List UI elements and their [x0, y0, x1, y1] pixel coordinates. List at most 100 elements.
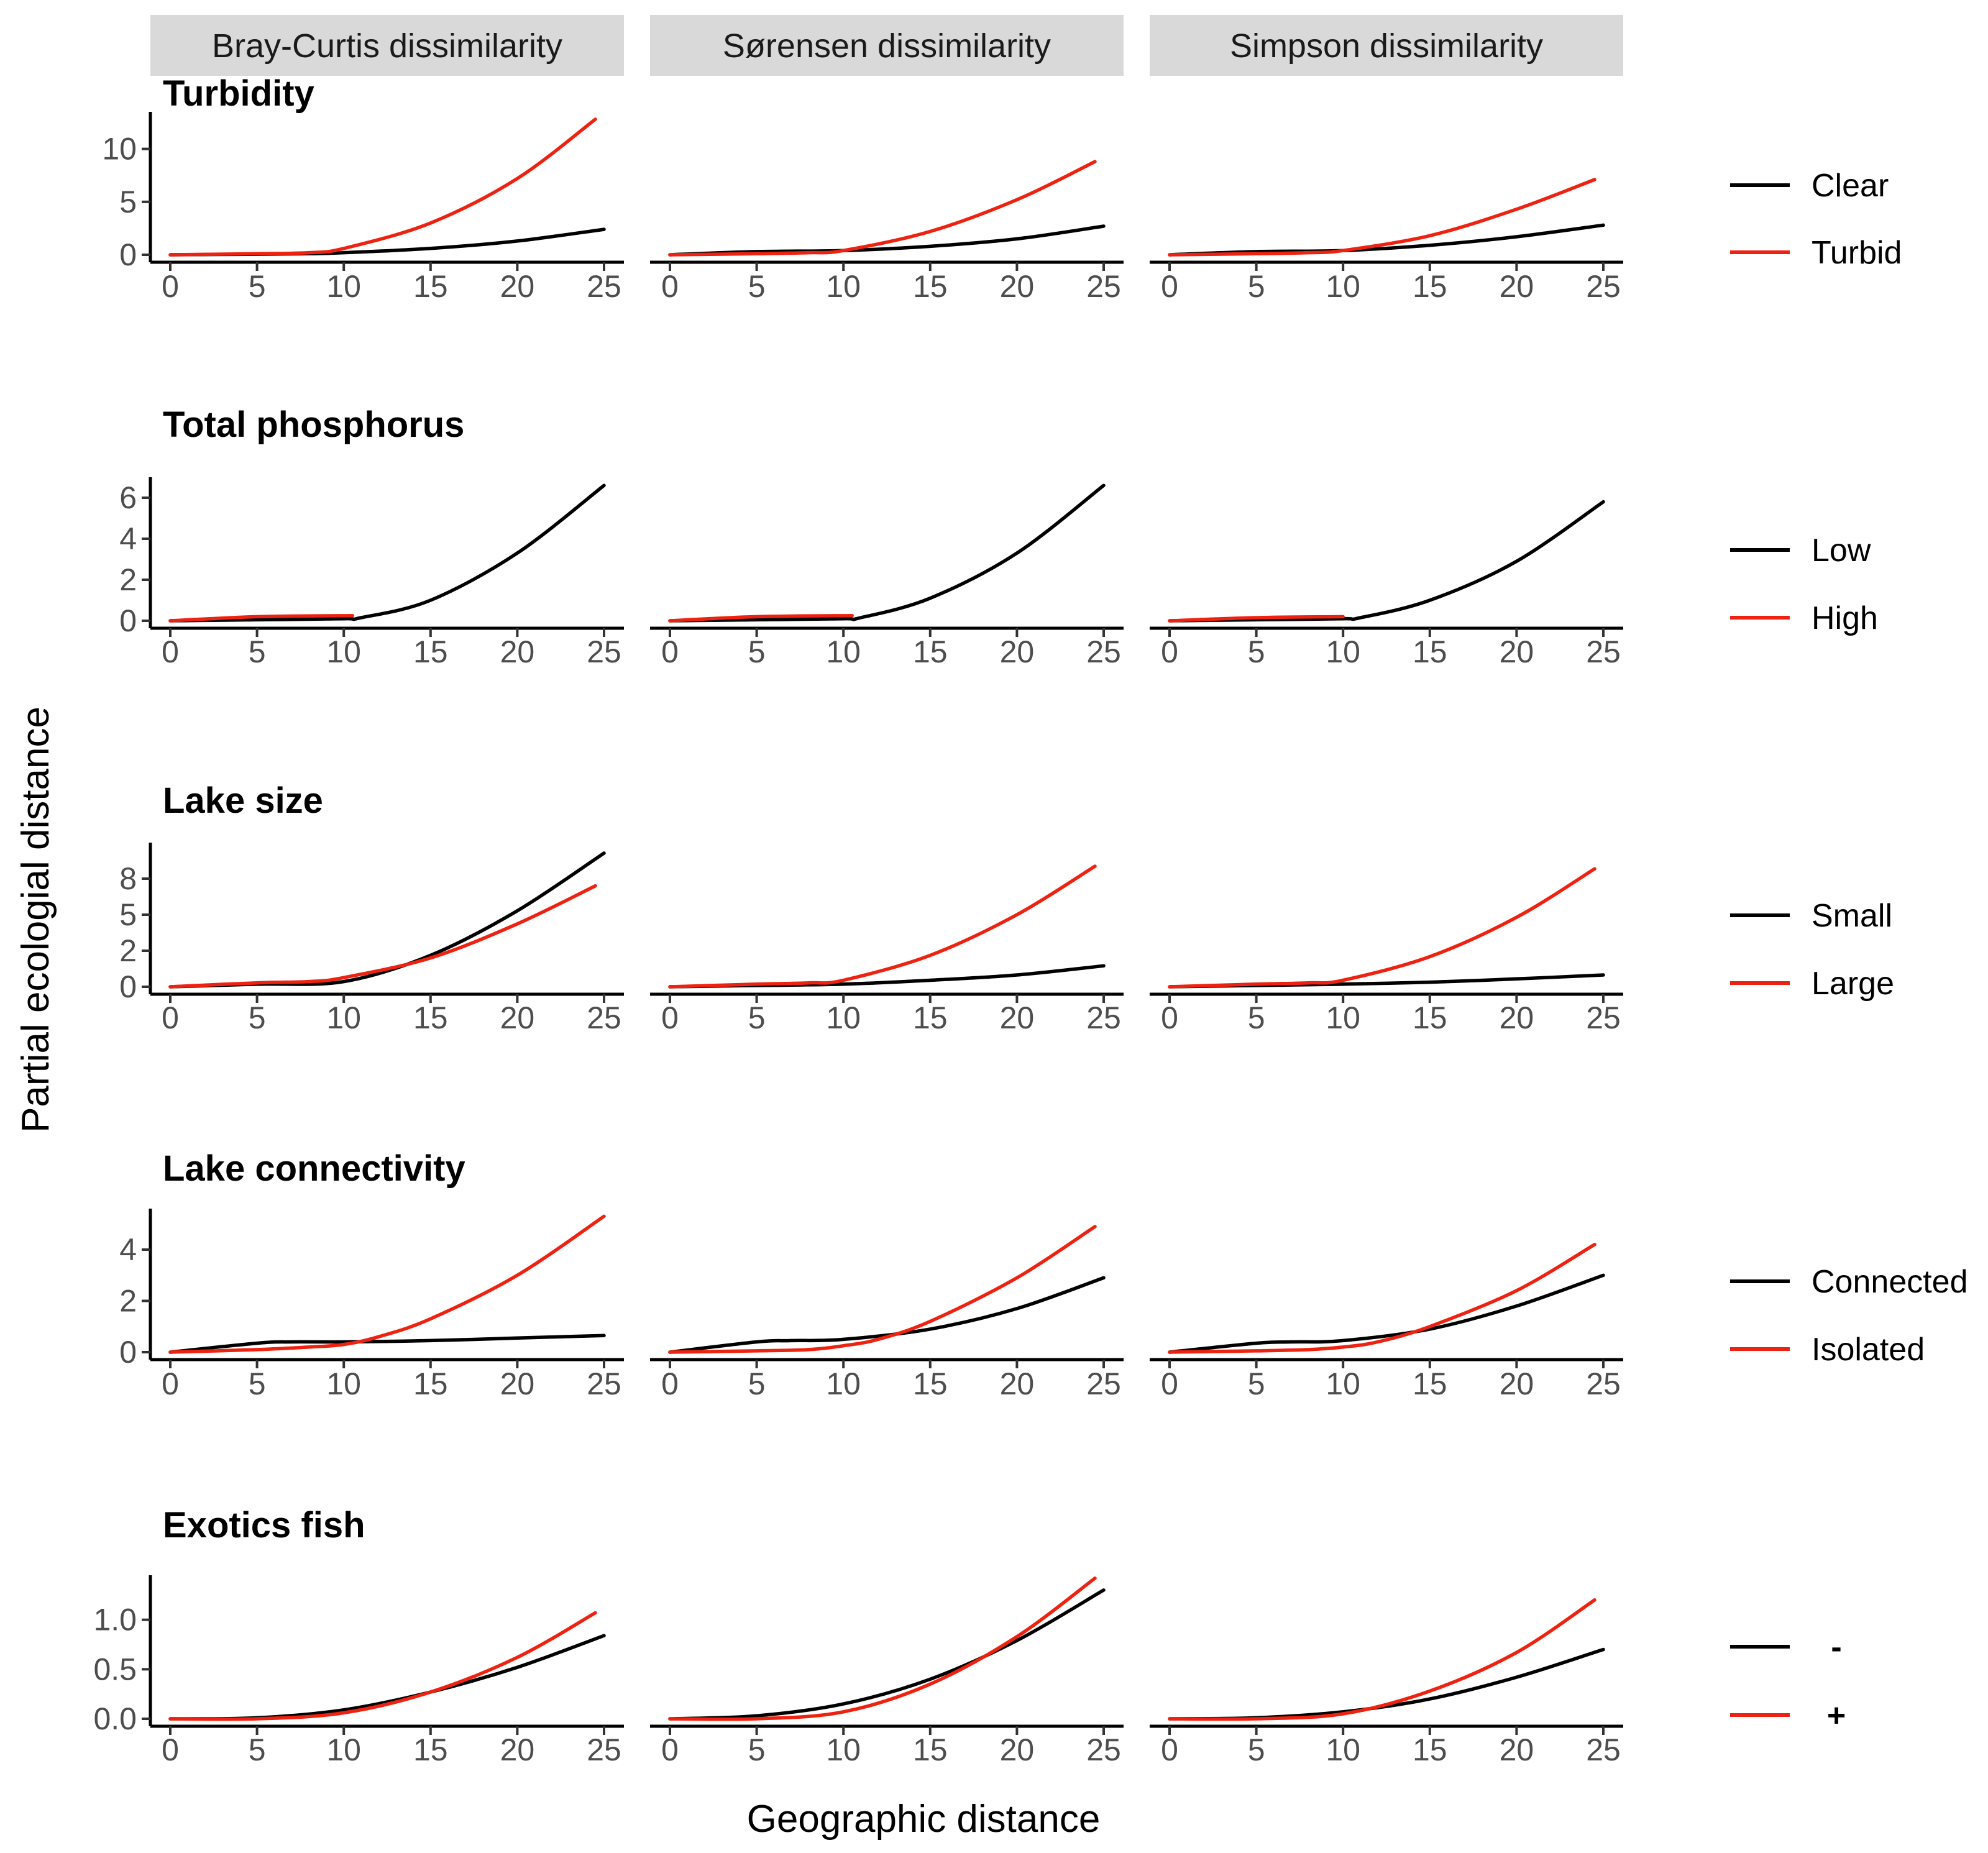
- x-tick-label: 25: [1586, 634, 1621, 669]
- strip-background: [150, 15, 624, 76]
- x-tick-label: 5: [1248, 634, 1265, 669]
- x-tick-label: 5: [748, 269, 766, 304]
- series-line-level2: [168, 1611, 597, 1721]
- row-title: Lake size: [163, 780, 323, 821]
- panel: 0 5 10 15 20 25: [1150, 178, 1623, 304]
- series-line-level2: [1168, 1243, 1596, 1354]
- x-tick-label: 10: [326, 269, 361, 304]
- x-tick-label: 0: [162, 1366, 179, 1401]
- panel: 0 5 10 15 20 25 0 2 4 6: [119, 477, 624, 669]
- legend-label: Low: [1812, 533, 1871, 569]
- panel: 0 5 10 15 20 25: [650, 160, 1124, 304]
- row-title: Turbidity: [163, 73, 314, 114]
- series-line-level1: [668, 1276, 1106, 1354]
- x-tick-label: 20: [1000, 269, 1035, 304]
- x-tick-label: 15: [1413, 269, 1447, 304]
- x-tick-label: 25: [1086, 269, 1121, 304]
- panel: 0 5 10 15 20 25: [650, 1576, 1124, 1767]
- x-tick-label: 25: [1086, 634, 1121, 669]
- x-tick-label: 20: [500, 1732, 535, 1767]
- x-tick-label: 15: [913, 1732, 948, 1767]
- y-tick-label: 0: [119, 1335, 137, 1370]
- row-legend: Clear Turbid: [1730, 168, 1902, 271]
- x-tick-label: 5: [1248, 1732, 1265, 1767]
- panel: 0 5 10 15 20 25 0 2 4: [119, 1209, 624, 1401]
- x-tick-label: 15: [913, 634, 948, 669]
- x-tick-label: 25: [587, 1366, 621, 1401]
- x-tick-label: 5: [748, 1000, 766, 1035]
- x-tick-label: 20: [1500, 1000, 1534, 1035]
- panel: 0 5 10 15 20 25: [1150, 867, 1623, 1035]
- x-tick-label: 20: [1500, 269, 1534, 304]
- x-tick-label: 20: [500, 1000, 535, 1035]
- x-tick-label: 10: [1326, 1366, 1360, 1401]
- row-title: Exotics fish: [163, 1505, 365, 1545]
- series-line-level2: [668, 614, 854, 623]
- series-line-level1: [168, 483, 606, 623]
- x-tick-label: 0: [162, 1000, 179, 1035]
- series-line-level2: [168, 884, 597, 989]
- row-group: Exotics fish 0 5 10 15 20 25 0.0 0.5 1.0 0 5 10 15 20 2…: [93, 1505, 1623, 1767]
- x-tick-label: 10: [826, 1366, 861, 1401]
- y-tick-label: 2: [119, 562, 137, 597]
- x-tick-label: 10: [1326, 634, 1360, 669]
- x-tick-label: 5: [748, 634, 766, 669]
- y-axis-title: Partial ecologial distance: [14, 707, 57, 1133]
- x-tick-label: 0: [661, 1366, 679, 1401]
- row-group: Total phosphorus 0 5 10 15 20 25 0 2 4 6 0 5 10 15 20 25…: [119, 405, 1623, 669]
- x-tick-label: 15: [413, 634, 448, 669]
- y-tick-label: 0: [119, 603, 137, 638]
- x-tick-label: 15: [1413, 1732, 1447, 1767]
- y-tick-label: 0.0: [93, 1701, 137, 1736]
- y-tick-label: 4: [119, 1232, 137, 1267]
- x-tick-label: 0: [162, 1732, 179, 1767]
- series-line-level2: [168, 117, 597, 257]
- x-tick-label: 0: [661, 1732, 679, 1767]
- y-tick-label: 5: [119, 897, 137, 932]
- x-tick-label: 20: [500, 1366, 535, 1401]
- legend-label: Clear: [1812, 168, 1889, 204]
- x-tick-label: 20: [500, 634, 535, 669]
- series-line-level1: [1168, 223, 1605, 257]
- x-tick-label: 25: [1586, 269, 1621, 304]
- series-line-level2: [168, 1214, 606, 1354]
- series-line-level1: [168, 227, 606, 257]
- series-line-level2: [168, 614, 354, 623]
- x-tick-label: 15: [413, 1000, 448, 1035]
- series-line-level2: [668, 864, 1097, 989]
- x-tick-label: 10: [826, 1732, 861, 1767]
- series-line-level1: [668, 224, 1106, 257]
- x-tick-label: 0: [661, 634, 679, 669]
- x-tick-label: 20: [1000, 1000, 1035, 1035]
- series-line-level2: [1168, 867, 1596, 989]
- x-tick-label: 5: [1248, 269, 1265, 304]
- x-tick-label: 0: [1161, 269, 1178, 304]
- x-tick-label: 20: [1500, 1366, 1534, 1401]
- x-tick-label: 25: [587, 634, 621, 669]
- y-tick-label: 8: [119, 861, 137, 896]
- y-tick-label: 4: [119, 521, 137, 556]
- panel: 0 5 10 15 20 25: [650, 1225, 1124, 1401]
- series-line-level2: [1168, 178, 1596, 257]
- y-tick-label: 0: [119, 237, 137, 272]
- x-tick-label: 15: [1413, 1000, 1447, 1035]
- series-line-level1: [668, 483, 1106, 623]
- x-tick-label: 10: [826, 1000, 861, 1035]
- series-line-level2: [1168, 615, 1345, 623]
- x-tick-label: 15: [913, 1000, 948, 1035]
- legend-label: Isolated: [1812, 1332, 1925, 1368]
- x-tick-label: 20: [1000, 1366, 1035, 1401]
- x-tick-label: 15: [1413, 1366, 1447, 1401]
- panel: 0 5 10 15 20 25: [1150, 500, 1623, 669]
- legend-label: Turbid: [1812, 235, 1902, 271]
- column-strips: Bray-Curtis dissimilarity Sørensen dissim…: [150, 15, 1623, 76]
- x-tick-label: 10: [326, 1000, 361, 1035]
- x-tick-label: 25: [1586, 1000, 1621, 1035]
- x-tick-label: 25: [1586, 1366, 1621, 1401]
- series-line-level2: [668, 1576, 1097, 1721]
- series-line-level2: [668, 160, 1097, 257]
- row-legend: Connected Isolated: [1730, 1264, 1968, 1368]
